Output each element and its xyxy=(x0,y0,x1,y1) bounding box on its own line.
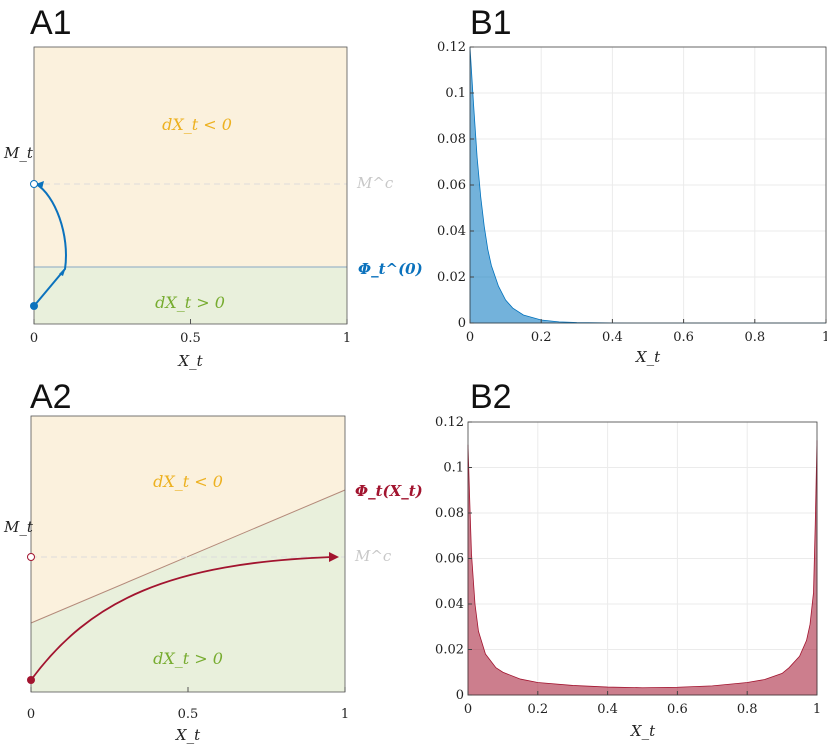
a1-ylabel: M_t xyxy=(3,144,34,162)
b2-ytick-label-2: 0.04 xyxy=(435,597,464,612)
a1-lower-region xyxy=(34,267,347,324)
a1-xtick-label-2: 1 xyxy=(343,331,351,346)
a2-xlabel: X_t xyxy=(175,726,201,744)
a2-boundary-line xyxy=(30,489,346,624)
panel-b1: B1 0 0.2 0.4 0.6 0.8 1 0 0.02 0.04 0.06 0.08 0.1 0.… xyxy=(437,4,827,366)
a2-trajectory-arrowhead xyxy=(329,552,339,562)
b2-xtick-label-3: 0.6 xyxy=(667,702,688,717)
a1-boundary-label: Φ_t^(0) xyxy=(358,260,423,278)
b1-ytick-label-3: 0.06 xyxy=(437,178,466,193)
b1-ytick-label-4: 0.08 xyxy=(437,132,466,147)
b2-ytick-label-0: 0 xyxy=(456,688,464,703)
a2-lower-region-label: dX_t > 0 xyxy=(153,649,223,668)
b1-ytick-label-2: 0.04 xyxy=(437,224,466,239)
a1-trajectory-arrowhead-end xyxy=(36,181,44,189)
panel-label-b2: B2 xyxy=(470,378,512,416)
b2-ytick-label-3: 0.06 xyxy=(435,552,464,567)
a1-mc-open-point xyxy=(30,180,38,188)
b1-xtick-label-3: 0.6 xyxy=(673,330,694,345)
b2-xticks: 0 0.2 0.4 0.6 0.8 1 xyxy=(464,691,821,717)
b1-xlabel: X_t xyxy=(635,348,661,366)
a2-mc-open-point xyxy=(27,553,35,561)
panel-a2: A2 0 0.5 1 X_t M_t dX_t < 0 dX_t > 0 M^c… xyxy=(3,378,423,744)
panel-label-b1: B1 xyxy=(470,4,512,42)
b2-xtick-label-2: 0.4 xyxy=(597,702,618,717)
a1-trajectory-arrowhead-mid xyxy=(59,267,66,276)
a2-lower-region xyxy=(31,490,345,692)
b2-ytick-label-4: 0.08 xyxy=(435,506,464,521)
a2-mc-label: M^c xyxy=(354,547,392,565)
b2-ytick-label-6: 0.12 xyxy=(435,415,464,430)
a2-trajectory xyxy=(30,556,333,681)
b2-grid xyxy=(467,421,818,696)
b2-ytick-label-5: 0.1 xyxy=(443,461,464,476)
b2-xtick-label-4: 0.8 xyxy=(737,702,758,717)
b1-xtick-label-4: 0.8 xyxy=(744,330,765,345)
b1-xtick-label-2: 0.4 xyxy=(602,330,623,345)
a1-upper-region-label: dX_t < 0 xyxy=(162,115,232,134)
a2-ylabel: M_t xyxy=(3,518,34,536)
a2-xtick-label-0: 0 xyxy=(27,707,35,722)
a1-trajectory xyxy=(33,183,67,307)
b1-xtick-label-0: 0 xyxy=(466,330,474,345)
b1-xticks: 0 0.2 0.4 0.6 0.8 1 xyxy=(466,319,827,345)
a1-xtick-label-1: 0.5 xyxy=(180,331,201,346)
a2-xtick-label-2: 1 xyxy=(341,707,349,722)
b1-ytick-label-6: 0.12 xyxy=(437,40,466,55)
a1-xlabel: X_t xyxy=(177,352,203,370)
a1-mc-label: M^c xyxy=(356,174,394,192)
panel-label-a1: A1 xyxy=(30,4,72,42)
panel-a1: A1 0 0.5 1 X_t M_t dX_t < 0 dX_t > 0 M^c… xyxy=(3,4,423,370)
a1-upper-region xyxy=(34,47,347,267)
b2-ytick-label-1: 0.02 xyxy=(435,643,464,658)
b2-xlabel: X_t xyxy=(630,722,656,740)
a2-boundary-label: Φ_t(X_t) xyxy=(355,482,423,500)
a1-lower-region-label: dX_t > 0 xyxy=(155,293,225,312)
a2-start-point xyxy=(27,676,35,684)
b1-xtick-label-5: 1 xyxy=(822,330,827,345)
a2-upper-region-label: dX_t < 0 xyxy=(153,472,223,491)
b1-grid xyxy=(469,46,827,324)
b1-ytick-label-5: 0.1 xyxy=(445,86,466,101)
b1-yticks: 0 0.02 0.04 0.06 0.08 0.1 0.12 xyxy=(437,40,474,331)
b2-xtick-label-5: 1 xyxy=(813,702,821,717)
b2-area xyxy=(467,440,818,696)
b1-xtick-label-1: 0.2 xyxy=(531,330,552,345)
panel-b2: B2 0 0.2 0.4 0.6 0.8 1 0 0.02 0.04 0.06 0.08 0.1 0.… xyxy=(435,378,821,740)
b2-xtick-label-1: 0.2 xyxy=(527,702,548,717)
a1-start-point xyxy=(30,302,38,310)
b1-ytick-label-1: 0.02 xyxy=(437,270,466,285)
panel-label-a2: A2 xyxy=(30,378,72,416)
b2-yticks: 0 0.02 0.04 0.06 0.08 0.1 0.12 xyxy=(435,415,472,703)
a1-xtick-label-0: 0 xyxy=(30,331,38,346)
b1-ytick-label-0: 0 xyxy=(458,316,466,331)
a2-xtick-label-1: 0.5 xyxy=(178,707,199,722)
b2-xtick-label-0: 0 xyxy=(464,702,472,717)
